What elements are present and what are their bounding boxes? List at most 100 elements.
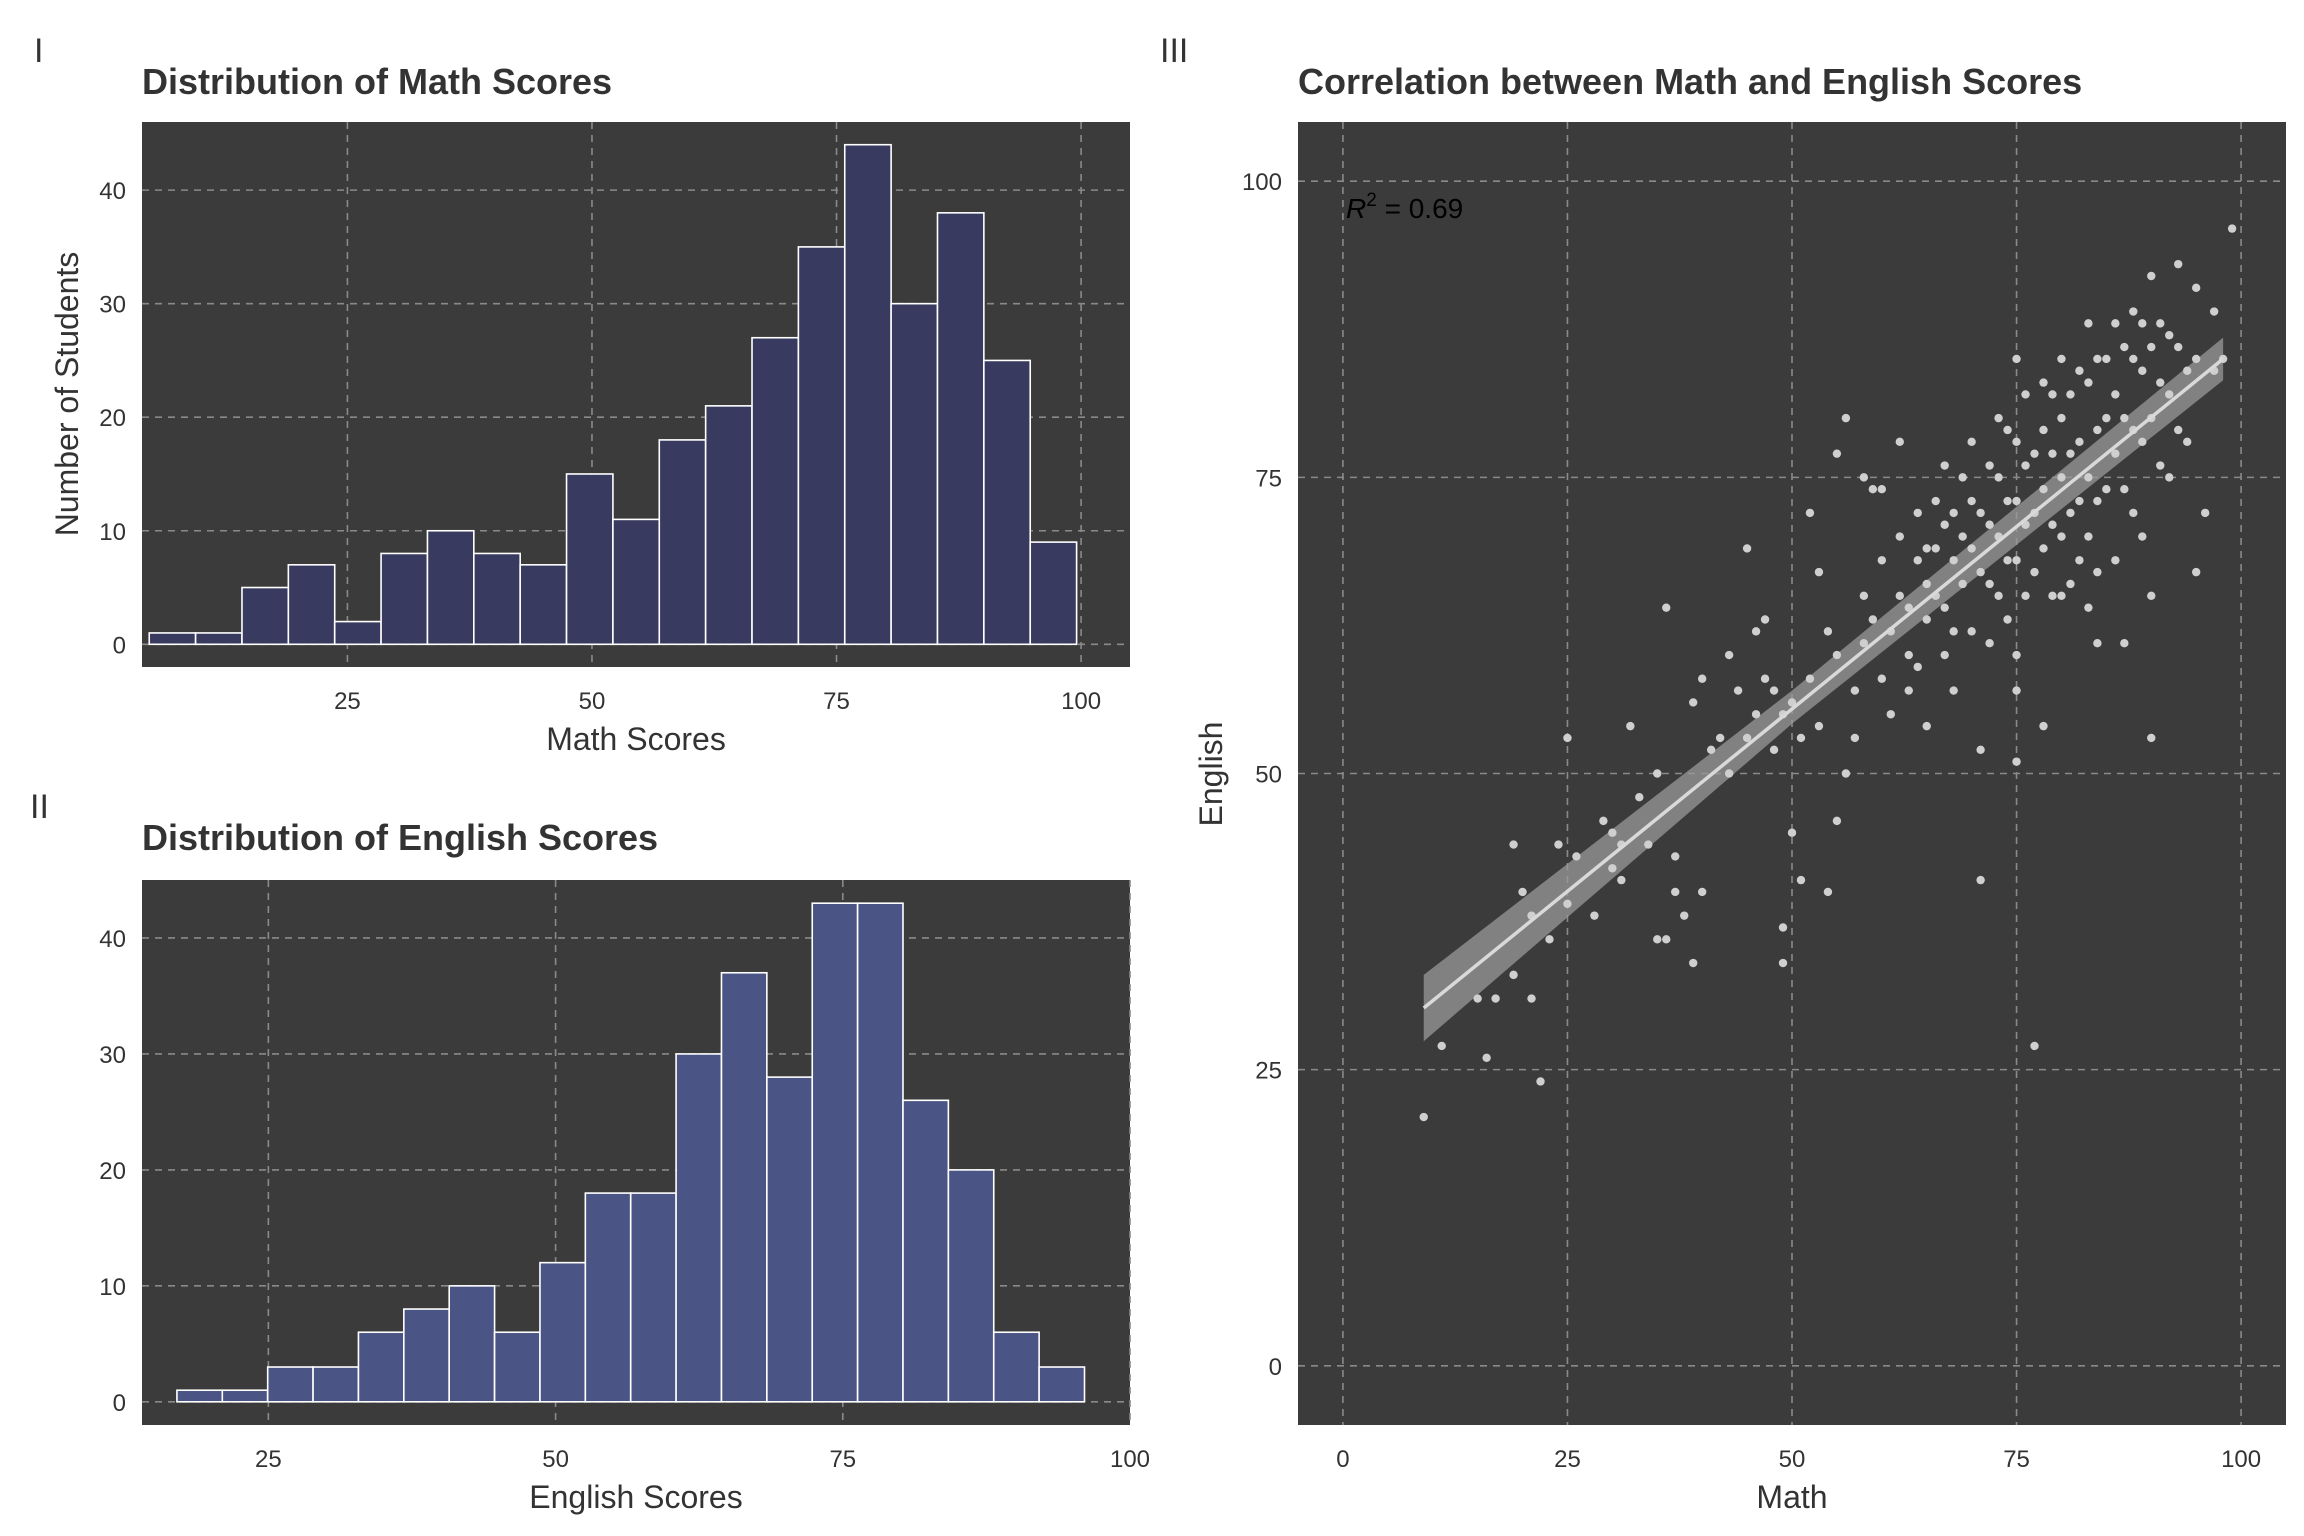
scatter-point <box>2021 461 2030 470</box>
scatter-point <box>1644 840 1653 849</box>
scatter-point <box>2191 283 2201 293</box>
scatter-point <box>1922 721 1931 731</box>
scatter-point <box>2093 496 2102 506</box>
scatter-point <box>2147 271 2156 281</box>
scatter-point <box>1419 1112 1428 1122</box>
scatter-point <box>1518 887 1527 897</box>
scatter-point <box>2111 556 2120 565</box>
scatter-point <box>1608 828 1617 837</box>
scatter-point <box>1527 994 1536 1003</box>
y-axis-label: Number of Students <box>49 252 85 537</box>
scatter-point <box>1697 674 1707 683</box>
histogram-bar <box>843 143 892 646</box>
scatter-point <box>1985 520 1994 529</box>
scatter-point <box>1850 686 1860 695</box>
scatter-point <box>2102 413 2111 423</box>
scatter-point <box>1751 627 1761 636</box>
histogram-bar <box>357 1331 405 1403</box>
chart-title: Correlation between Math and English Sco… <box>1298 61 2082 102</box>
scatter-point <box>1922 615 1931 624</box>
scatter-point <box>1913 508 1922 518</box>
grid-lines <box>1298 122 2286 1425</box>
panel-tag-ii: II <box>30 788 49 826</box>
r-superscript: 2 <box>1366 190 1377 211</box>
scatter-point <box>1563 733 1572 743</box>
scatter-point <box>1976 508 1985 518</box>
scatter-point <box>2012 556 2021 565</box>
scatter-point <box>2003 615 2012 624</box>
scatter-point <box>2174 259 2183 269</box>
histogram-bar <box>704 405 753 646</box>
scatter-point <box>2057 591 2066 601</box>
scatter-point <box>1841 413 1851 423</box>
scatter-point <box>2075 366 2084 375</box>
y-tick-label: 40 <box>99 178 126 205</box>
scatter-point <box>1769 686 1779 695</box>
scatter-point <box>1985 579 1994 589</box>
scatter-point <box>1940 461 1949 470</box>
scatter-point <box>1554 840 1563 849</box>
scatter-point <box>1832 449 1842 458</box>
scatter-point <box>2138 366 2147 375</box>
scatter-point <box>2183 366 2192 375</box>
r-value: = 0.69 <box>1377 193 1463 224</box>
histogram-bar <box>426 529 475 646</box>
scatter-point <box>1859 473 1869 482</box>
scatter-point <box>2093 425 2102 435</box>
scatter-point <box>2156 378 2165 387</box>
scatter-point <box>2066 579 2075 589</box>
y-tick-labels: 0 10 20 30 40 <box>99 926 126 1417</box>
scatter-point <box>2039 721 2048 731</box>
scatter-point <box>1976 745 1985 755</box>
histogram-bar <box>584 1192 632 1403</box>
panel-tag-i: I <box>34 32 43 70</box>
scatter-point <box>1985 461 1994 470</box>
scatter-point <box>2111 449 2120 458</box>
histogram-bar <box>176 1389 224 1403</box>
scatter-point <box>1958 579 1967 589</box>
scatter-point <box>1671 887 1680 897</box>
scatter-point <box>1760 615 1770 624</box>
scatter-point <box>1572 852 1581 861</box>
y-tick-labels: 0 25 50 75 100 <box>1242 169 1282 1381</box>
scatter-point <box>2066 508 2075 518</box>
english-histogram: Distribution of English Scores 25 50 75 100… <box>99 817 1150 1515</box>
histogram-bar <box>448 1285 496 1403</box>
y-axis-label: English <box>1193 722 1229 827</box>
histogram-bar <box>565 473 614 646</box>
scatter-point <box>1922 579 1931 589</box>
y-tick-label: 75 <box>1255 465 1282 492</box>
histogram-bar <box>380 552 429 646</box>
y-tick-label: 20 <box>99 405 126 432</box>
scatter-point <box>2039 485 2048 494</box>
chart-title: Distribution of Math Scores <box>142 61 612 102</box>
histogram-bar <box>890 302 939 646</box>
scatter-point <box>2165 473 2174 482</box>
scatter-point <box>2075 496 2084 506</box>
histogram-bar <box>312 1366 360 1403</box>
scatter-point <box>1904 603 1913 612</box>
scatter-point <box>2048 591 2057 601</box>
histogram-bar <box>403 1308 450 1403</box>
scatter-point <box>1635 792 1644 802</box>
scatter-point <box>1976 875 1985 885</box>
scatter-point <box>2039 544 2048 553</box>
scatter-point <box>1949 627 1958 636</box>
scatter-point <box>2111 390 2120 399</box>
y-tick-label: 10 <box>99 519 126 546</box>
scatter-point <box>1733 686 1743 695</box>
confidence-ribbon <box>1423 337 2224 1042</box>
scatter-point <box>1706 745 1716 755</box>
scatter-point <box>2012 757 2021 766</box>
scatter-point <box>2039 425 2048 435</box>
bars <box>148 143 1078 646</box>
histogram-bar <box>856 902 904 1403</box>
scatter-point <box>2111 319 2120 328</box>
scatter-point <box>2021 390 2030 399</box>
scatter-point <box>1805 508 1815 518</box>
histogram-bar <box>612 518 661 646</box>
scatter-point <box>1742 733 1752 743</box>
x-tick-label: 100 <box>1061 688 1101 715</box>
scatter-point <box>2165 331 2174 340</box>
scatter-point <box>1473 994 1482 1003</box>
